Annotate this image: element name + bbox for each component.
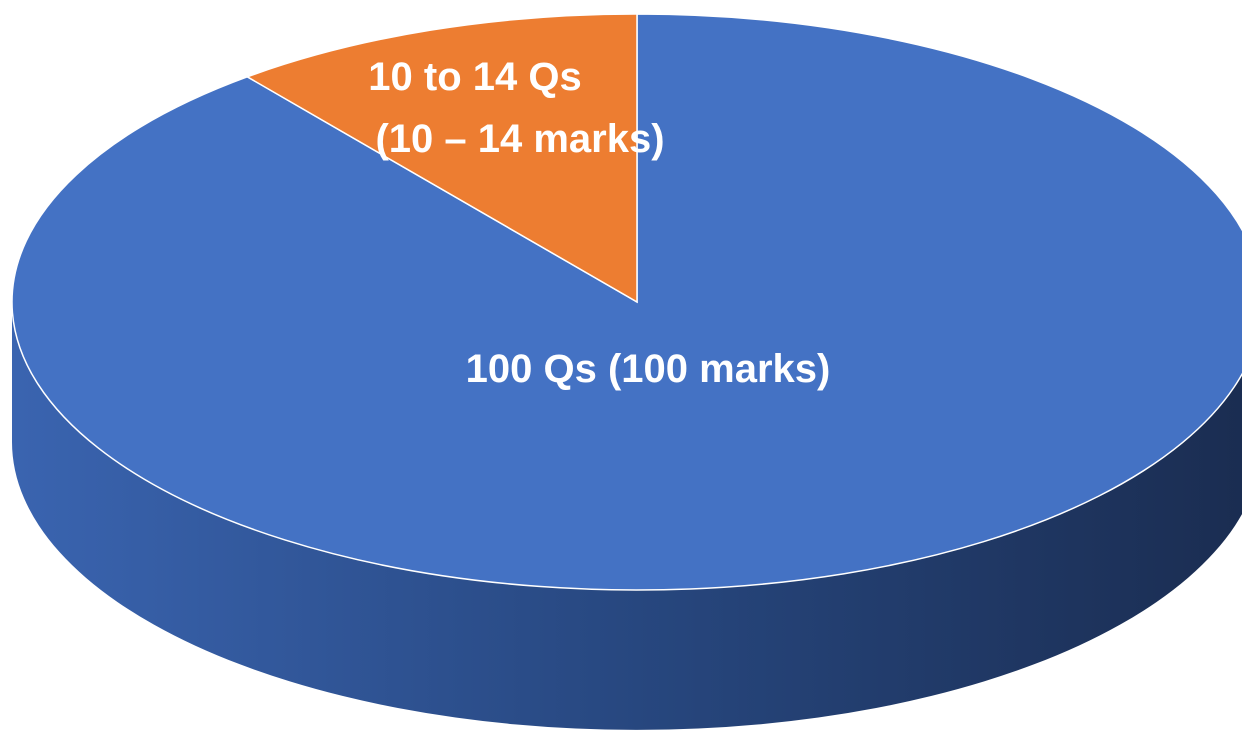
slice-label-orange-line1: 10 to 14 Qs [368,55,581,99]
pie-side-wall [12,302,1242,730]
pie-slice-10-to-14-qs [245,13,638,304]
pie-slice-100-qs [11,13,1242,591]
pie-side-layer [12,302,1242,730]
slice-label-orange-line2: (10 – 14 marks) [375,117,664,161]
slice-label-main: 100 Qs (100 marks) [466,347,831,391]
pie-top-layer [11,13,1242,591]
pie-label-layer: 100 Qs (100 marks) 10 to 14 Qs (10 – 14 … [368,55,830,391]
